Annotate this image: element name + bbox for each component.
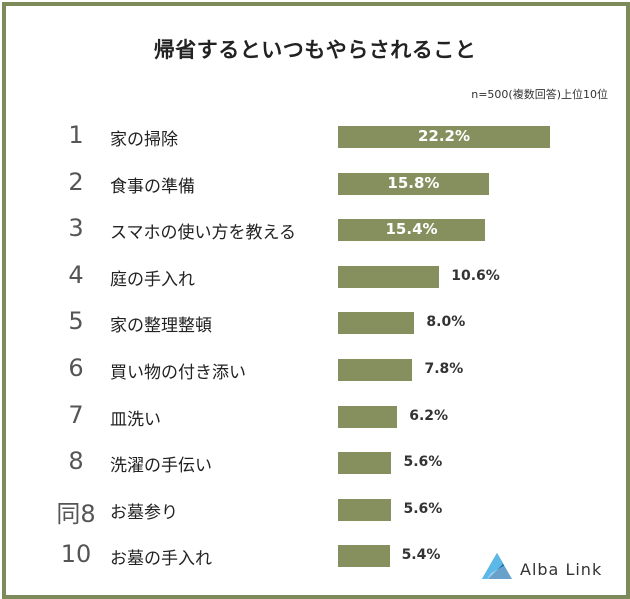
- chart-title: 帰省するといつもやらされること: [153, 38, 477, 62]
- alba-link-logo-icon: [482, 553, 512, 579]
- bar: [338, 545, 390, 568]
- category-label: 家の整理整頓: [110, 316, 212, 337]
- rank-label: 4: [68, 260, 84, 289]
- bar: [338, 312, 415, 335]
- value-label: 5.4%: [401, 547, 441, 564]
- category-label: お墓参り: [110, 502, 178, 523]
- rank-label: 5: [68, 307, 84, 336]
- category-label: 食事の準備: [110, 176, 195, 197]
- value-label: 22.2%: [417, 127, 471, 145]
- category-label: 買い物の付き添い: [110, 363, 246, 383]
- bar: [338, 172, 489, 195]
- bar: [338, 219, 486, 242]
- rank-label: 3: [68, 214, 84, 243]
- rank-label: 1: [68, 121, 84, 149]
- bar: [338, 359, 413, 381]
- bar: [338, 126, 550, 148]
- bar: [338, 265, 440, 288]
- bar: [338, 498, 392, 521]
- category-label: 家の掃除: [110, 130, 178, 150]
- category-label: 洗濯の手伝い: [110, 456, 212, 477]
- category-label: スマホの使い方を教える: [110, 223, 296, 244]
- value-label: 7.8%: [424, 361, 464, 377]
- rank-label: 7: [68, 400, 84, 429]
- rank-label: 同8: [56, 499, 96, 528]
- category-label: 庭の手入れ: [110, 269, 195, 290]
- rank-label: 6: [68, 354, 84, 382]
- category-label: お墓の手入れ: [110, 549, 212, 570]
- rank-label: 8: [68, 447, 84, 476]
- sample-note: n=500(複数回答)上位10位: [471, 88, 608, 101]
- rank-label: 2: [68, 167, 84, 196]
- bar: [338, 452, 392, 475]
- value-label: 5.6%: [403, 500, 443, 517]
- value-label: 8.0%: [426, 314, 466, 331]
- bar: [338, 405, 398, 428]
- category-label: 皿洗い: [110, 409, 161, 430]
- brand-name: Alba Link: [520, 560, 603, 579]
- value-label: 15.8%: [387, 173, 440, 192]
- value-label: 5.6%: [403, 454, 443, 471]
- value-label: 6.2%: [409, 407, 449, 424]
- rank-label: 10: [60, 540, 92, 569]
- value-label: 10.6%: [451, 267, 500, 284]
- value-label: 15.4%: [385, 220, 438, 239]
